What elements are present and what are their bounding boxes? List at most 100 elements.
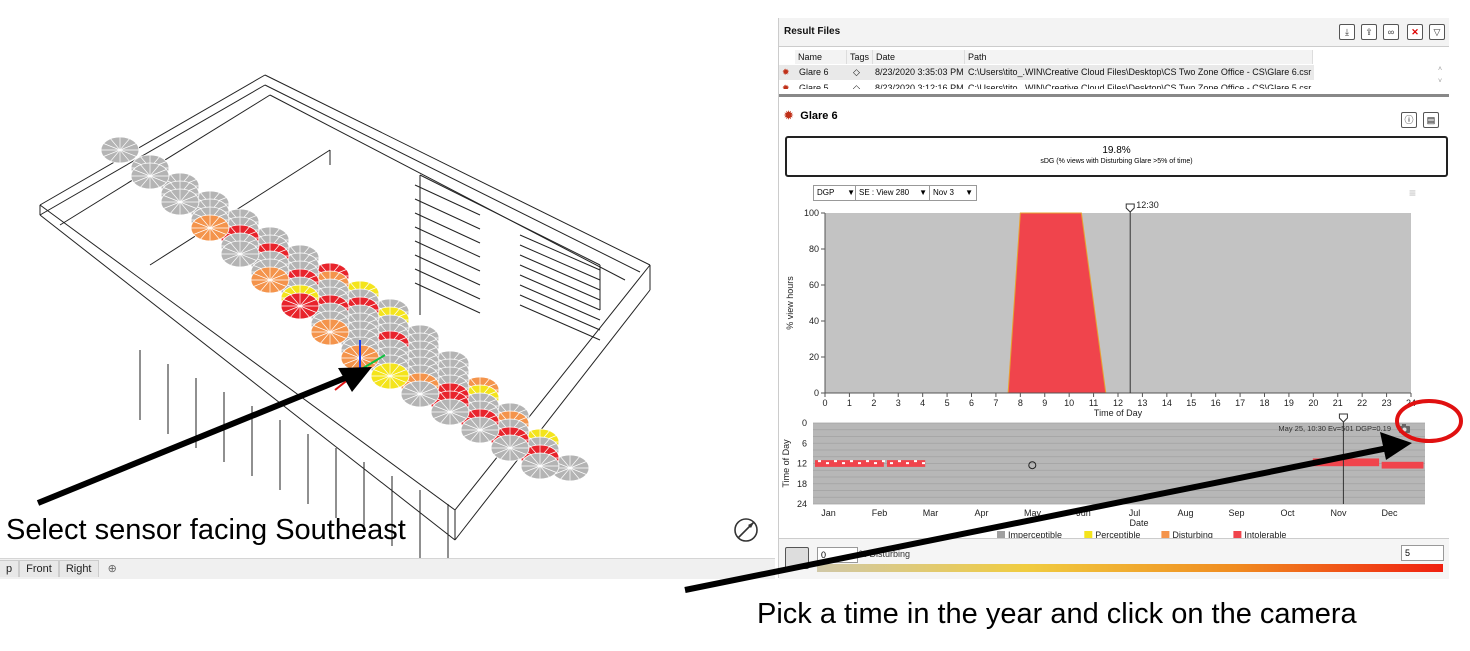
band-gap <box>826 462 829 465</box>
glare-band <box>1312 458 1380 467</box>
compass-icon[interactable] <box>732 516 760 544</box>
y-tick-label: 24 <box>797 499 807 509</box>
sensor-disc <box>280 292 320 320</box>
menu-icon[interactable]: ≡ <box>1409 186 1417 200</box>
x-axis-label: Date <box>1129 518 1148 528</box>
x-tick-label: 14 <box>1162 398 1172 408</box>
metric-select[interactable]: DGP ▼ <box>813 185 859 201</box>
glare-file-icon: ✹ <box>782 83 790 89</box>
band-gap <box>866 460 869 463</box>
x-tick-label: Nov <box>1330 508 1347 518</box>
view-select-value: SE : View 280 <box>859 188 910 197</box>
tab-top[interactable]: p <box>0 560 20 577</box>
band-gap <box>898 460 901 463</box>
result-panel: Result Files ⤓ ⇪ ∞ ✕ ▽ Name Tags Date Pa… <box>778 18 1449 579</box>
x-tick-label: 16 <box>1211 398 1221 408</box>
sensor-disc <box>220 240 260 268</box>
3d-viewport[interactable] <box>0 0 775 580</box>
glare-band <box>815 460 884 467</box>
y-tick-label: 0 <box>802 418 807 428</box>
x-tick-label: Sep <box>1228 508 1244 518</box>
filter-icon[interactable]: ▽ <box>1429 24 1445 40</box>
x-tick-label: 24 <box>1406 398 1416 408</box>
x-tick-label: 8 <box>1018 398 1023 408</box>
plus-icon[interactable]: ⊕ <box>107 563 117 575</box>
x-tick-label: 9 <box>1042 398 1047 408</box>
link-icon[interactable]: ∞ <box>1383 24 1399 40</box>
glare-file-icon: ✹ <box>784 110 794 122</box>
max-input[interactable]: 5 <box>1401 545 1444 561</box>
sensor-disc <box>400 380 440 408</box>
tag-icon[interactable]: ◇ <box>853 83 860 89</box>
y-tick-label: 100 <box>804 208 819 218</box>
sensor-disc <box>370 362 410 390</box>
y-tick-label: 0 <box>814 388 819 398</box>
x-tick-label: May <box>1024 508 1042 518</box>
column-header[interactable]: Path <box>965 50 1313 64</box>
download-icon[interactable]: ⤓ <box>1339 24 1355 40</box>
divider[interactable] <box>779 94 1449 97</box>
x-tick-label: 23 <box>1382 398 1392 408</box>
display-icon[interactable] <box>785 547 809 569</box>
file-name: Glare 5 <box>799 83 829 89</box>
chevron-down-icon: ▼ <box>847 188 855 197</box>
column-header[interactable]: Tags <box>847 50 873 64</box>
y-tick-label: 6 <box>802 438 807 448</box>
report-icon[interactable]: ▤ <box>1423 112 1439 128</box>
x-tick-label: 1 <box>847 398 852 408</box>
date-select[interactable]: Nov 3 ▼ <box>929 185 977 201</box>
x-tick-label: 20 <box>1308 398 1318 408</box>
band-gap <box>834 460 837 463</box>
x-tick-label: Jul <box>1129 508 1141 518</box>
heatmap-chart: 0 6 12 18 24 Jan Feb Mar Apr May Jun Jul Aug Sep Oct No… <box>781 413 1425 528</box>
tag-icon[interactable]: ◇ <box>853 67 860 77</box>
column-header[interactable]: Name <box>795 50 847 64</box>
file-date: 8/23/2020 3:12:16 PM <box>875 83 964 89</box>
delete-icon[interactable]: ✕ <box>1407 24 1423 40</box>
band-gap <box>890 462 893 465</box>
x-tick-label: Apr <box>974 508 988 518</box>
band-gap <box>882 460 885 463</box>
file-path: C:\Users\tito_.WIN\Creative Cloud Files\… <box>968 67 1312 77</box>
x-tick-label: Mar <box>923 508 939 518</box>
x-tick-label: 2 <box>871 398 876 408</box>
model-render[interactable] <box>0 0 775 574</box>
bottom-bar: 0 % Disturbing 5 <box>779 538 1449 579</box>
glare-title: Glare 6 <box>800 110 838 122</box>
table-row[interactable]: ✹ Glare 5 ◇ 8/23/2020 3:12:16 PM C:\User… <box>779 81 1314 89</box>
sensor-grid <box>100 136 590 482</box>
scrollbar[interactable]: ˄ ˅ <box>1437 66 1443 85</box>
file-name: Glare 6 <box>799 67 829 77</box>
metric-select-value: DGP <box>817 188 835 197</box>
x-tick-label: 13 <box>1137 398 1147 408</box>
x-tick-label: Dec <box>1381 508 1398 518</box>
tab-right[interactable]: Right <box>58 560 99 577</box>
bottom-label: % Disturbing <box>859 549 911 559</box>
x-tick-label: 0 <box>822 398 827 408</box>
export-icon[interactable]: ⇪ <box>1361 24 1377 40</box>
x-tick-label: 4 <box>920 398 925 408</box>
sdg-label: sDG (% views with Disturbing Glare >5% o… <box>1040 158 1193 165</box>
chevron-down-icon: ▼ <box>965 188 973 197</box>
x-tick-label: 17 <box>1235 398 1245 408</box>
glare-header: ✹ Glare 6 ⓘ ▤ <box>784 109 1444 135</box>
chevron-down-icon: ▼ <box>919 188 927 197</box>
column-header[interactable]: Date <box>873 50 965 64</box>
table-row[interactable]: ✹ Glare 6 ◇ 8/23/2020 3:35:03 PM C:\User… <box>779 65 1314 80</box>
y-tick-label: 60 <box>809 280 819 290</box>
x-tick-label: 11 <box>1089 398 1098 408</box>
y-tick-label: 12 <box>797 459 807 469</box>
sensor-disc <box>460 416 500 444</box>
tab-front[interactable]: Front <box>19 560 59 577</box>
sensor-disc <box>520 452 560 480</box>
x-axis-label: Time of Day <box>1094 408 1143 418</box>
bottom-caption: Pick a time in the year and click on the… <box>757 598 1357 630</box>
min-input[interactable]: 0 <box>817 547 858 563</box>
x-tick-label: Jan <box>821 508 836 518</box>
sdg-value: 19.8% <box>1102 145 1131 156</box>
x-tick-label: 7 <box>993 398 998 408</box>
result-files-title: Result Files <box>784 26 841 37</box>
info-icon[interactable]: ⓘ <box>1401 112 1417 128</box>
sensor-disc <box>130 162 170 190</box>
